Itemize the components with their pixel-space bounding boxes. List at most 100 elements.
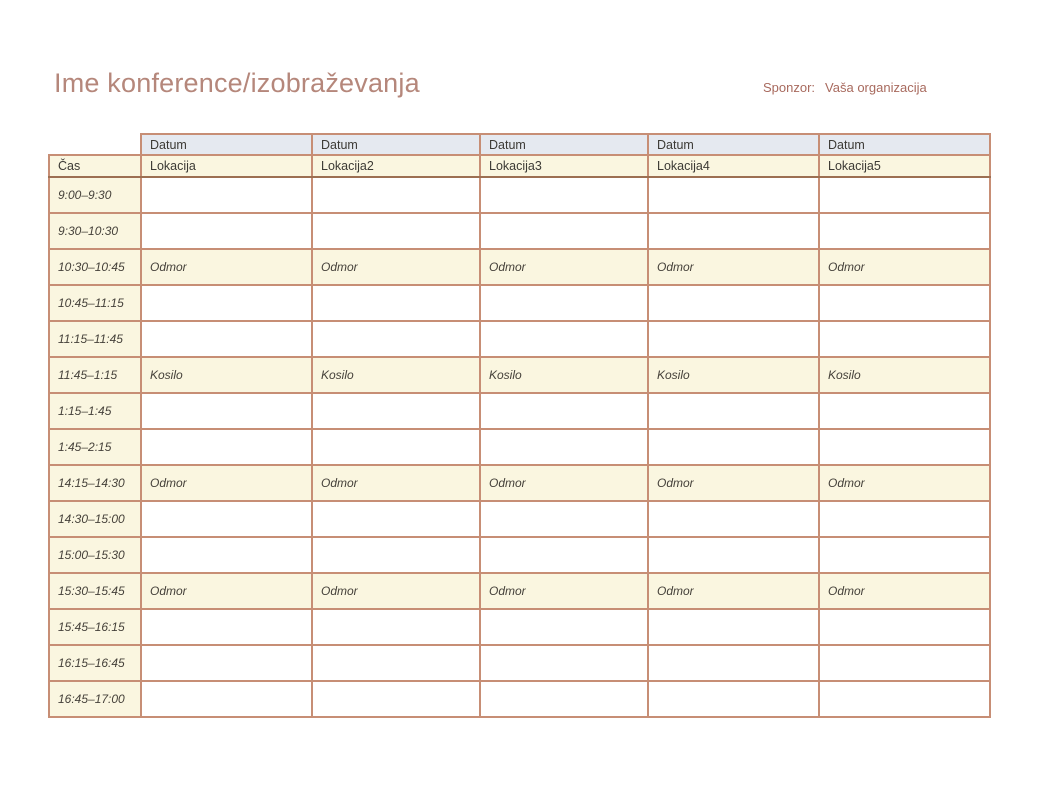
date-header[interactable]: Datum [311,133,481,156]
schedule-cell[interactable]: Kosilo [311,356,481,394]
location-header[interactable]: Lokacija3 [479,154,649,178]
time-label[interactable]: 15:30–15:45 [48,572,142,610]
schedule-cell[interactable]: Odmor [311,572,481,610]
schedule-cell[interactable] [311,392,481,430]
schedule-cell[interactable]: Odmor [311,464,481,502]
date-header[interactable]: Datum [647,133,820,156]
schedule-cell[interactable] [311,212,481,250]
time-label[interactable]: 9:00–9:30 [48,176,142,214]
schedule-cell[interactable]: Odmor [140,572,313,610]
schedule-cell[interactable]: Odmor [479,248,649,286]
schedule-cell[interactable] [818,284,991,322]
schedule-cell[interactable] [647,680,820,718]
schedule-cell[interactable] [479,176,649,214]
schedule-cell[interactable]: Kosilo [647,356,820,394]
schedule-cell[interactable] [647,392,820,430]
schedule-cell[interactable] [818,608,991,646]
time-label[interactable]: 16:15–16:45 [48,644,142,682]
schedule-cell[interactable] [479,644,649,682]
schedule-cell[interactable] [140,644,313,682]
schedule-cell[interactable] [140,212,313,250]
location-header[interactable]: Lokacija4 [647,154,820,178]
schedule-cell[interactable] [818,428,991,466]
schedule-cell[interactable] [818,536,991,574]
schedule-cell[interactable] [647,176,820,214]
time-label[interactable]: 15:45–16:15 [48,608,142,646]
date-header[interactable]: Datum [818,133,991,156]
schedule-cell[interactable] [818,680,991,718]
schedule-cell[interactable] [647,644,820,682]
schedule-cell[interactable] [647,212,820,250]
schedule-cell[interactable] [818,212,991,250]
schedule-cell[interactable]: Odmor [818,248,991,286]
schedule-cell[interactable] [818,644,991,682]
schedule-cell[interactable] [311,500,481,538]
schedule-cell[interactable] [140,392,313,430]
schedule-cell[interactable] [479,428,649,466]
schedule-cell[interactable] [818,176,991,214]
time-label[interactable]: 10:30–10:45 [48,248,142,286]
schedule-cell[interactable]: Odmor [140,464,313,502]
schedule-cell[interactable] [311,284,481,322]
schedule-cell[interactable]: Kosilo [818,356,991,394]
schedule-cell[interactable]: Odmor [647,464,820,502]
schedule-cell[interactable] [140,608,313,646]
schedule-cell[interactable]: Odmor [140,248,313,286]
schedule-cell[interactable] [311,536,481,574]
schedule-cell[interactable] [479,500,649,538]
schedule-cell[interactable] [311,608,481,646]
schedule-cell[interactable] [140,428,313,466]
schedule-cell[interactable] [479,212,649,250]
location-header[interactable]: Lokacija [140,154,313,178]
schedule-cell[interactable] [647,428,820,466]
time-label[interactable]: 11:45–1:15 [48,356,142,394]
date-header[interactable]: Datum [479,133,649,156]
schedule-cell[interactable]: Odmor [818,572,991,610]
schedule-cell[interactable] [479,320,649,358]
schedule-cell[interactable] [479,680,649,718]
schedule-cell[interactable]: Odmor [818,464,991,502]
time-label[interactable]: 1:15–1:45 [48,392,142,430]
schedule-cell[interactable] [479,392,649,430]
time-label[interactable]: 11:15–11:45 [48,320,142,358]
location-header[interactable]: Lokacija2 [311,154,481,178]
schedule-cell[interactable]: Kosilo [140,356,313,394]
schedule-cell[interactable] [479,284,649,322]
schedule-cell[interactable] [140,284,313,322]
schedule-cell[interactable] [647,500,820,538]
schedule-cell[interactable]: Odmor [479,572,649,610]
schedule-cell[interactable] [311,320,481,358]
schedule-cell[interactable] [140,176,313,214]
schedule-cell[interactable] [647,320,820,358]
time-label[interactable]: 10:45–11:15 [48,284,142,322]
schedule-cell[interactable] [818,392,991,430]
schedule-cell[interactable] [479,608,649,646]
schedule-cell[interactable] [140,536,313,574]
time-label[interactable]: 15:00–15:30 [48,536,142,574]
date-header[interactable]: Datum [140,133,313,156]
time-label[interactable]: 14:15–14:30 [48,464,142,502]
schedule-cell[interactable] [140,500,313,538]
time-label[interactable]: 16:45–17:00 [48,680,142,718]
schedule-cell[interactable] [311,644,481,682]
time-column-header[interactable]: Čas [48,154,142,178]
schedule-cell[interactable]: Odmor [479,464,649,502]
schedule-cell[interactable]: Kosilo [479,356,649,394]
schedule-cell[interactable] [311,176,481,214]
schedule-cell[interactable]: Odmor [647,572,820,610]
time-label[interactable]: 1:45–2:15 [48,428,142,466]
schedule-cell[interactable] [647,284,820,322]
schedule-cell[interactable] [818,320,991,358]
schedule-cell[interactable] [818,500,991,538]
schedule-cell[interactable] [140,680,313,718]
schedule-cell[interactable]: Odmor [311,248,481,286]
schedule-cell[interactable] [140,320,313,358]
schedule-cell[interactable] [311,428,481,466]
time-label[interactable]: 9:30–10:30 [48,212,142,250]
schedule-cell[interactable] [647,536,820,574]
schedule-cell[interactable] [647,608,820,646]
location-header[interactable]: Lokacija5 [818,154,991,178]
schedule-cell[interactable] [479,536,649,574]
schedule-cell[interactable] [311,680,481,718]
time-label[interactable]: 14:30–15:00 [48,500,142,538]
